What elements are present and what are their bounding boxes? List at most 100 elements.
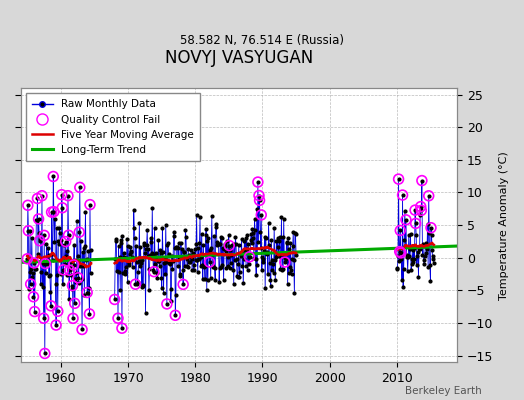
Point <box>38 192 46 199</box>
Point <box>86 202 94 208</box>
Point <box>190 262 199 268</box>
Point <box>216 234 225 240</box>
Point <box>250 216 259 222</box>
Point <box>125 262 134 269</box>
Point <box>63 248 71 254</box>
Point <box>245 260 253 267</box>
Point <box>191 246 199 252</box>
Point <box>277 251 285 258</box>
Point <box>111 296 119 303</box>
Point <box>47 303 55 309</box>
Point <box>157 250 165 257</box>
Point <box>170 228 178 235</box>
Point <box>256 245 265 251</box>
Point <box>264 271 272 277</box>
Point <box>138 257 146 264</box>
Point <box>79 263 88 270</box>
Point <box>162 259 170 265</box>
Point <box>182 255 191 262</box>
Point <box>219 245 227 251</box>
Point <box>409 247 417 253</box>
Point <box>237 236 246 242</box>
Point <box>198 262 206 268</box>
Point <box>118 233 127 239</box>
Point <box>183 263 192 270</box>
Point <box>393 265 401 272</box>
Point <box>395 176 403 182</box>
Point <box>230 280 238 287</box>
Point <box>395 176 403 182</box>
Point <box>83 289 91 296</box>
Point <box>222 265 231 272</box>
Point <box>177 254 185 260</box>
Point <box>409 259 418 265</box>
Point <box>198 231 206 237</box>
Point <box>64 232 73 238</box>
Point <box>85 311 94 317</box>
Point <box>119 249 128 256</box>
Point <box>158 285 166 292</box>
Point <box>86 202 94 208</box>
Point <box>79 249 87 256</box>
Point <box>113 268 121 274</box>
Point <box>42 240 51 247</box>
Legend: Raw Monthly Data, Quality Control Fail, Five Year Moving Average, Long-Term Tren: Raw Monthly Data, Quality Control Fail, … <box>26 93 200 161</box>
Point <box>419 241 427 248</box>
Point <box>402 217 410 223</box>
Point <box>64 192 72 199</box>
Point <box>49 173 58 180</box>
Point <box>289 243 297 250</box>
Point <box>426 278 434 284</box>
Point <box>127 248 136 254</box>
Point <box>402 252 411 258</box>
Point <box>255 192 263 199</box>
Point <box>75 229 83 236</box>
Point <box>64 232 73 238</box>
Point <box>408 261 416 268</box>
Point <box>80 244 88 251</box>
Point <box>31 266 39 272</box>
Point <box>184 259 193 266</box>
Point <box>190 267 198 274</box>
Point <box>57 271 66 277</box>
Point <box>114 242 123 249</box>
Point <box>50 208 58 215</box>
Point <box>251 227 259 233</box>
Point <box>401 208 409 214</box>
Point <box>289 229 298 235</box>
Point <box>61 238 70 245</box>
Point <box>40 350 49 357</box>
Point <box>398 192 407 198</box>
Point <box>74 274 82 281</box>
Point <box>207 245 215 252</box>
Point <box>37 269 46 276</box>
Point <box>67 259 75 265</box>
Point <box>226 246 235 253</box>
Point <box>180 249 189 255</box>
Point <box>136 244 145 250</box>
Point <box>185 253 194 260</box>
Point <box>291 231 300 237</box>
Point <box>112 238 121 244</box>
Point <box>275 253 283 259</box>
Point <box>263 249 271 256</box>
Point <box>247 231 255 237</box>
Point <box>154 237 162 243</box>
Point <box>43 260 51 267</box>
Point <box>255 197 264 204</box>
Point <box>425 230 433 236</box>
Point <box>411 207 419 213</box>
Point <box>192 241 200 247</box>
Point <box>421 242 430 249</box>
Point <box>416 246 424 252</box>
Point <box>50 239 59 246</box>
Point <box>279 216 288 222</box>
Point <box>165 250 173 257</box>
Point <box>23 256 31 262</box>
Point <box>122 264 130 270</box>
Point <box>74 274 82 281</box>
Point <box>128 264 137 270</box>
Point <box>220 277 228 283</box>
Point <box>392 266 401 272</box>
Point <box>29 294 38 300</box>
